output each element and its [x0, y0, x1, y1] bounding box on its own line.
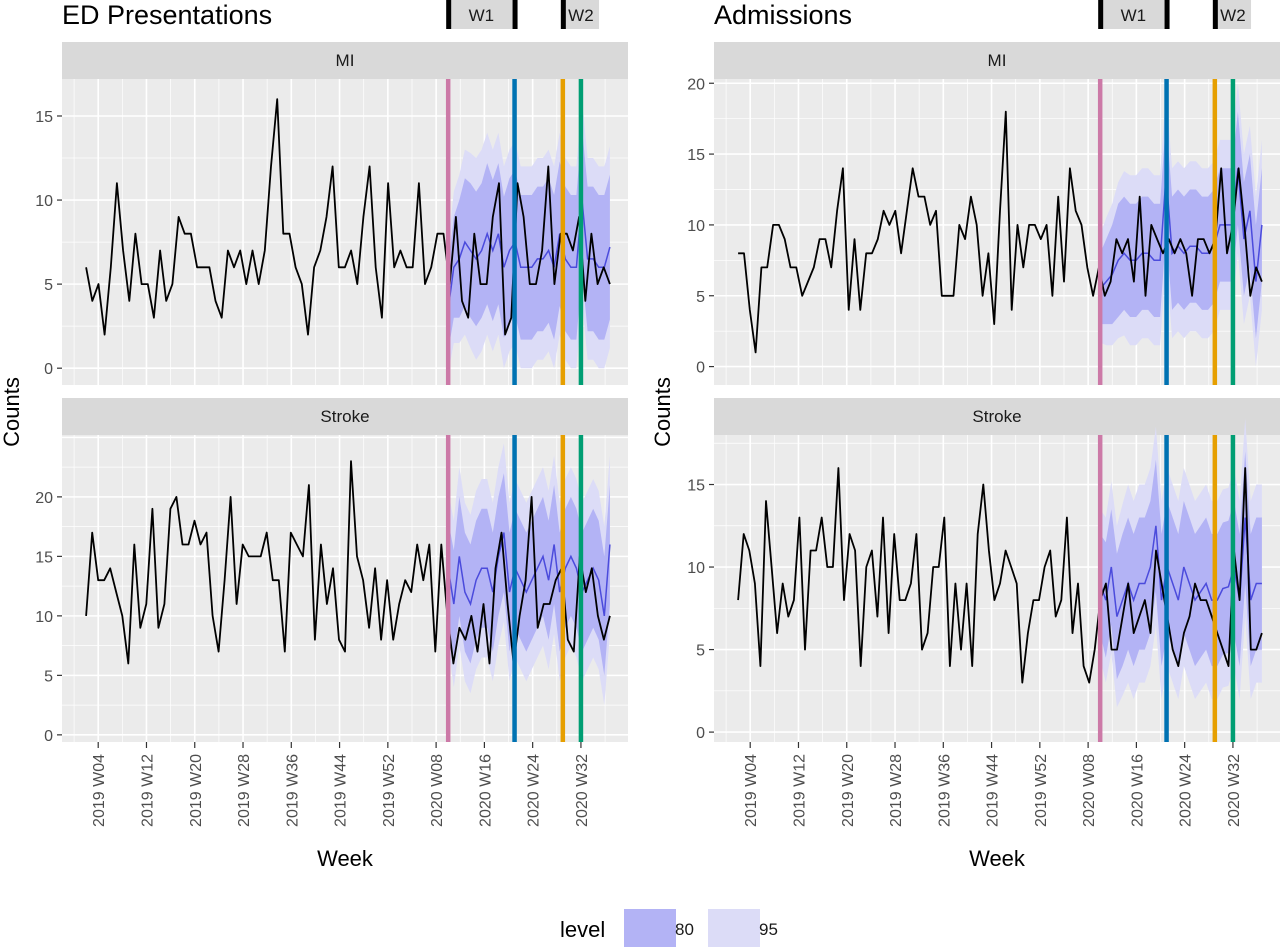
x-tick-label: 2019 W44 [333, 754, 350, 827]
y-tick-label: 10 [687, 218, 705, 235]
legend-title: level [560, 917, 605, 942]
x-tick-label: 2019 W12 [139, 754, 156, 827]
y-tick-label: 10 [35, 193, 53, 210]
wave-bracket-start [446, 0, 452, 29]
facet-label: Stroke [972, 407, 1021, 426]
wave-box-w1 [448, 0, 515, 29]
y-tick-label: 10 [687, 560, 705, 577]
x-tick-label: 2019 W12 [791, 754, 808, 827]
y-tick-label: 5 [696, 289, 705, 306]
legend-swatch-95 [708, 909, 760, 947]
y-tick-label: 0 [696, 725, 705, 742]
y-tick-label: 5 [696, 643, 705, 660]
x-tick-label: 2020 W16 [477, 754, 494, 827]
observed-series-line [737, 467, 1263, 684]
x-tick-label: 2019 W04 [743, 754, 760, 827]
x-tick-label: 2019 W52 [381, 754, 398, 827]
wave-label-w1: W1 [1121, 6, 1147, 25]
wave-bracket-start [1212, 0, 1218, 29]
wave-label-w1: W1 [469, 6, 495, 25]
x-tick-label: 2019 W36 [936, 754, 953, 827]
y-axis-title: Counts [650, 377, 675, 447]
facet-label: MI [336, 51, 355, 70]
legend-swatch-80 [624, 909, 676, 947]
prediction-interval-80 [448, 473, 610, 676]
x-tick-label: 2019 W28 [888, 754, 905, 827]
observed-series-line [85, 460, 611, 665]
y-tick-label: 0 [696, 360, 705, 377]
facet-strip [714, 398, 1280, 435]
y-tick-label: 5 [44, 668, 53, 685]
plot-panel-stroke: 0 5 10 15 20 [35, 435, 628, 745]
x-tick-label: 2020 W32 [1226, 754, 1243, 827]
wave-bracket-start [560, 0, 566, 29]
x-tick-label: 2019 W20 [188, 754, 205, 827]
y-tick-label: 15 [687, 478, 705, 495]
y-tick-label: 0 [44, 361, 53, 378]
chart-ed-presentations: ED Presentations W1 W2 MI 0 5 10 15 Stroke 0… [0, 0, 628, 871]
prediction-interval-80 [448, 127, 610, 352]
legend: level 80 95 [560, 909, 778, 947]
y-tick-label: 20 [687, 76, 705, 93]
wave-annotations: W1 W2 [446, 0, 600, 29]
x-tick-label: 2020 W24 [1178, 754, 1195, 827]
x-tick-label: 2019 W28 [236, 754, 253, 827]
plot-panel-mi: 0 5 10 15 20 [687, 76, 1280, 385]
x-tick-label: 2020 W08 [429, 754, 446, 827]
observed-series-line [85, 98, 611, 336]
observed-series-line [738, 110, 1263, 354]
facet-strip [714, 42, 1280, 79]
x-axis-title: Week [969, 846, 1026, 871]
y-tick-label: 15 [35, 109, 53, 126]
x-tick-label: 2020 W24 [526, 754, 543, 827]
legend-label-80: 80 [675, 920, 694, 939]
y-tick-label: 15 [687, 147, 705, 164]
wave-bracket-end [1164, 0, 1170, 29]
wave-box-w2 [562, 0, 600, 29]
prediction-interval-80 [1100, 111, 1262, 339]
legend-label-95: 95 [759, 920, 778, 939]
facet-strip [62, 398, 628, 435]
y-tick-label: 15 [35, 549, 53, 566]
chart-title: ED Presentations [62, 0, 272, 30]
wave-annotations: W1 W2 [1098, 0, 1252, 29]
plot-panel-mi: 0 5 10 15 [35, 79, 628, 385]
chart-admissions: Admissions W1 W2 MI 0 5 10 15 20 Stroke 0 5 10 1… [650, 0, 1280, 871]
wave-bracket-start [1098, 0, 1104, 29]
y-tick-label: 10 [35, 609, 53, 626]
y-tick-label: 5 [44, 277, 53, 294]
wave-bracket-end [512, 0, 518, 29]
wave-label-w2: W2 [1220, 6, 1246, 25]
y-tick-label: 0 [44, 728, 53, 745]
x-tick-label: 2019 W52 [1033, 754, 1050, 827]
x-axis: 2019 W04 2019 W12 2019 W20 2019 W28 2019 W36… [91, 742, 591, 827]
prediction-interval-80 [1100, 451, 1262, 680]
wave-box-w2 [1214, 0, 1252, 29]
plot-panel-stroke: 0 5 10 15 [687, 418, 1280, 742]
y-axis-title: Counts [0, 377, 24, 447]
x-tick-label: 2019 W36 [284, 754, 301, 827]
x-axis-title: Week [317, 846, 374, 871]
x-tick-label: 2020 W16 [1129, 754, 1146, 827]
x-axis: 2019 W04 2019 W12 2019 W20 2019 W28 2019 W36… [743, 742, 1243, 827]
x-tick-label: 2019 W20 [840, 754, 857, 827]
x-tick-label: 2019 W04 [91, 754, 108, 827]
x-tick-label: 2020 W08 [1081, 754, 1098, 827]
wave-label-w2: W2 [568, 6, 594, 25]
x-tick-label: 2020 W32 [574, 754, 591, 827]
wave-box-w1 [1100, 0, 1167, 29]
facet-strip [62, 42, 628, 79]
chart-title: Admissions [714, 0, 852, 30]
facet-label: Stroke [320, 407, 369, 426]
facet-label: MI [988, 51, 1007, 70]
x-tick-label: 2019 W44 [985, 754, 1002, 827]
y-tick-label: 20 [35, 490, 53, 507]
